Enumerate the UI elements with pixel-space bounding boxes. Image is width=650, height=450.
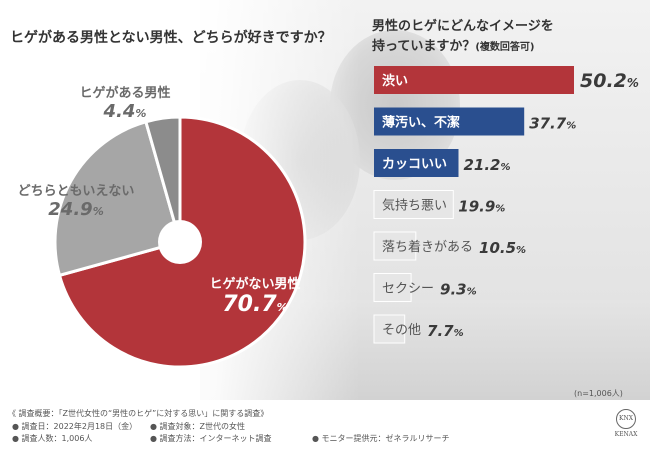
pie-chart-title: ヒゲがある男性とない男性、どちらが好きですか？ <box>10 30 332 46</box>
pie-slice-2 <box>53 119 182 278</box>
company-logo: KNX KENAX <box>606 409 646 447</box>
bar-6 <box>373 273 412 302</box>
survey-method: ● 調査方法：インターネット調査 <box>150 434 272 443</box>
logo-mark: KNX <box>616 409 636 429</box>
bar-category-label-1: 渋い <box>382 73 408 89</box>
pie-label-3: ヒゲがある男性 4.4% <box>70 82 180 122</box>
bar-category-label-2: 薄汚い、不潔 <box>382 115 460 131</box>
bar-category-label-5: 落ち着きがある <box>382 239 473 255</box>
logo-wordmark: KENAX <box>614 431 638 438</box>
pie-label-1: ヒゲがない男性 70.7% <box>200 273 310 317</box>
bar-1 <box>374 66 574 94</box>
bar-value-label-5: 10.5% <box>479 239 526 257</box>
bar-category-label-3: カッコいい <box>382 157 447 172</box>
bar-value-label-6: 9.3% <box>440 281 477 299</box>
bar-category-label-7: その他 <box>382 323 421 338</box>
bar-category-label-4: 気持ち悪い <box>382 198 447 214</box>
bar-chart-title-line1: 男性のヒゲにどんなイメージを <box>372 19 554 34</box>
bar-chart-subtitle: (複数回答可) <box>475 42 535 53</box>
bar-value-label-1: 50.2% <box>580 70 639 92</box>
bar-category-label-6: セクシー <box>382 282 434 297</box>
bar-chart-title-line2: 持っていますか？ <box>372 39 476 54</box>
survey-date: ● 調査日：2022年2月18日（金） <box>12 422 138 431</box>
bar-value-label-3: 21.2% <box>463 156 510 174</box>
bar-3 <box>374 149 459 177</box>
pie-label-2: どちらともいえない 24.9% <box>16 180 136 220</box>
pie-slice-name-1: ヒゲがない男性 <box>209 277 301 292</box>
pie-slice-value-1: 70.7% <box>222 292 288 317</box>
footer: (n=1,006人) 《 調査概要：「Z世代女性の“男性のヒゲ”に対する思い」に… <box>0 389 650 450</box>
survey-target: ● 調査対象：Z世代の女性 <box>150 422 246 431</box>
pie-slice-name-2: どちらともいえない <box>17 184 135 199</box>
survey-count: ● 調査人数：1,006人 <box>12 434 93 443</box>
pie-slice-name-3: ヒゲがある男性 <box>79 86 171 101</box>
survey-title: 《 調査概要：「Z世代女性の“男性のヒゲ”に対する思い」に関する調査》 <box>8 409 269 418</box>
bar-2 <box>374 107 525 136</box>
pie-center-hole <box>158 220 202 264</box>
bar-5 <box>373 231 417 261</box>
bar-value-label-7: 7.7% <box>427 322 464 340</box>
bar-4 <box>373 190 454 219</box>
pie-slice-value-3: 4.4% <box>103 101 147 122</box>
pie-slice-value-2: 24.9% <box>48 199 104 220</box>
sample-size-note: (n=1,006人) <box>574 389 623 398</box>
monitor-source: ● モニター提供元：ゼネラルリサーチ <box>312 434 450 443</box>
bar-value-label-2: 37.7% <box>529 115 576 133</box>
bar-chart-title: 男性のヒゲにどんなイメージを 持っていますか？(複数回答可) <box>372 17 554 58</box>
bar-value-label-4: 19.9% <box>458 198 505 216</box>
pie-slice-3 <box>144 115 182 243</box>
bar-7 <box>373 314 406 344</box>
